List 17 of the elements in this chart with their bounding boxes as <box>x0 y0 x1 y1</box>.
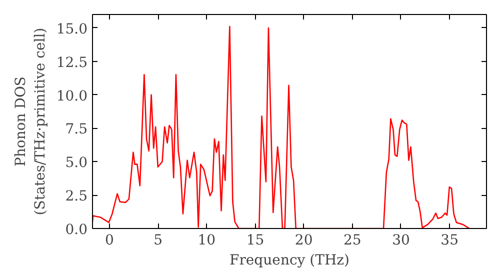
x-tick-label: 35 <box>440 232 458 248</box>
x-tick-label: 15 <box>246 232 264 248</box>
y-tick-label: 7.5 <box>65 122 88 138</box>
y-tick-label: 2.5 <box>65 188 88 205</box>
x-tick-label: 30 <box>392 232 410 248</box>
x-axis-title: Frequency (THz) <box>229 252 350 268</box>
y-tick-label: 10.0 <box>56 88 88 104</box>
y-tick-label: 12.5 <box>56 54 88 71</box>
x-tick-label: 20 <box>294 232 313 248</box>
x-tick-label: 25 <box>344 232 362 248</box>
y-axis-title: Phonon DOS (States/THz·primitive cell) <box>13 28 48 216</box>
x-tick-label: 5 <box>154 232 163 248</box>
y-tick-label: 5.0 <box>65 155 88 172</box>
y-tick-label: 15.0 <box>56 21 88 38</box>
x-tick-label: 10 <box>198 232 216 248</box>
x-tick-label: 0 <box>105 232 114 248</box>
y-tick-label: 0.0 <box>65 222 88 238</box>
